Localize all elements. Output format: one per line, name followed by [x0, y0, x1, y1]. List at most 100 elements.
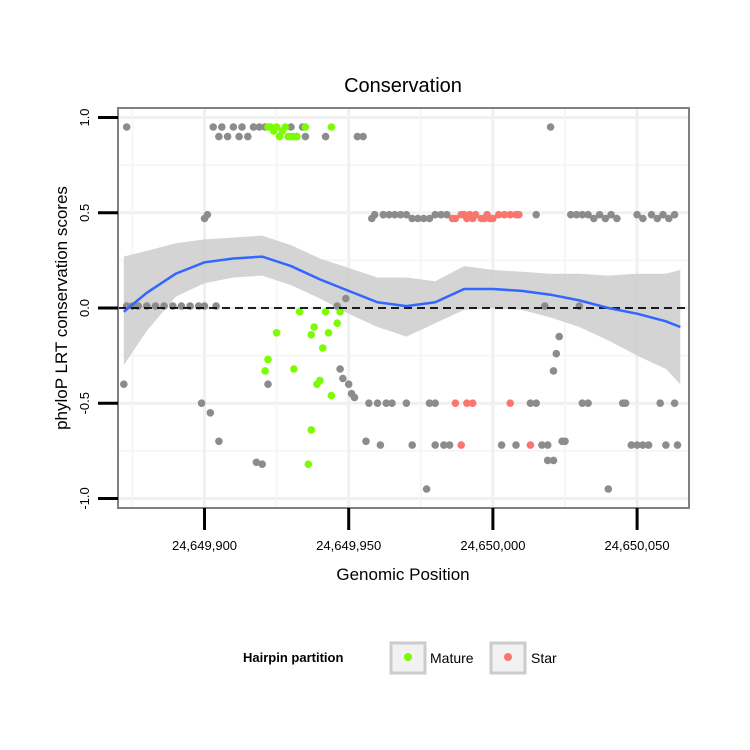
data-point-other: [549, 456, 558, 465]
y-tick-label: 0.0: [77, 299, 92, 317]
data-point-other: [321, 132, 330, 141]
data-point-other: [209, 123, 217, 131]
data-point-mature: [307, 330, 316, 339]
data-point-mature: [293, 132, 301, 141]
data-point-mature: [275, 132, 284, 141]
data-point-other: [336, 365, 344, 373]
y-axis: -1.0 -0.5 0.0 0.5 1.0: [77, 108, 118, 510]
data-point-other: [408, 214, 417, 223]
data-point-other: [555, 332, 563, 341]
data-point-other: [385, 210, 393, 219]
data-point-star: [515, 210, 523, 219]
data-point-other: [431, 441, 440, 449]
data-point-other: [215, 132, 223, 141]
data-point-star: [457, 441, 466, 449]
y-tick-label: -1.0: [77, 487, 92, 509]
data-point-other: [396, 210, 405, 219]
series-other: [120, 123, 682, 493]
data-point-other: [255, 123, 264, 131]
data-point-other: [440, 441, 448, 449]
data-point-other: [362, 437, 370, 446]
data-point-other: [252, 458, 261, 467]
data-point-mature: [307, 426, 316, 434]
data-point-mature: [290, 365, 298, 373]
data-point-other: [572, 210, 581, 219]
data-point-other: [391, 210, 399, 219]
data-point-other: [238, 123, 246, 131]
data-point-other: [656, 399, 664, 408]
data-point-other: [578, 399, 587, 408]
data-point-other: [538, 441, 546, 449]
data-point-other: [578, 210, 587, 219]
legend-title: Hairpin partition: [243, 650, 343, 665]
data-point-mature: [272, 329, 281, 337]
data-point-mature: [272, 123, 281, 131]
data-point-other: [445, 441, 454, 449]
data-point-other: [342, 294, 350, 303]
data-point-other: [584, 210, 592, 219]
data-point-other: [382, 399, 391, 408]
data-point-other: [526, 399, 535, 408]
data-point-other: [532, 210, 540, 219]
data-point-star: [489, 214, 497, 223]
data-point-mature: [281, 123, 290, 131]
data-point-star: [451, 214, 460, 223]
data-point-star: [506, 399, 514, 408]
data-point-other: [258, 460, 267, 469]
data-point-star: [526, 441, 535, 449]
data-point-other: [595, 210, 604, 219]
data-point-other: [370, 210, 379, 219]
data-point-other: [350, 393, 359, 402]
data-point-mature: [324, 329, 333, 337]
data-point-mature: [333, 319, 342, 328]
smooth-line-layer: [123, 255, 681, 329]
data-point-other: [373, 399, 382, 408]
data-point-other: [543, 441, 552, 449]
x-axis-label: Genomic Position: [336, 565, 469, 584]
data-point-other: [122, 123, 131, 131]
data-point-other: [546, 123, 555, 131]
legend: Hairpin partition Mature Star: [243, 641, 557, 675]
data-point-other: [621, 399, 630, 408]
data-point-other: [425, 214, 434, 223]
data-point-other: [402, 210, 411, 219]
x-axis: 24,649,900 24,649,950 24,650,000 24,650,050: [172, 508, 670, 553]
data-point-other: [543, 456, 552, 465]
data-point-mature: [295, 308, 304, 316]
data-point-other: [287, 123, 295, 131]
data-point-other: [431, 210, 440, 219]
data-point-other: [665, 214, 673, 223]
y-tick-label: -0.5: [77, 392, 92, 414]
data-point-other: [567, 210, 575, 219]
data-point-other: [215, 437, 223, 446]
data-point-other: [229, 123, 238, 131]
data-point-other: [590, 214, 598, 223]
data-point-other: [653, 214, 662, 223]
data-point-other: [607, 210, 615, 219]
data-point-other: [422, 485, 431, 493]
data-point-other: [365, 399, 373, 408]
data-point-other: [339, 374, 347, 383]
data-point-other: [197, 399, 206, 408]
data-point-other: [120, 380, 128, 389]
data-point-other: [249, 123, 258, 131]
series-star: [448, 210, 535, 449]
data-point-other: [497, 441, 506, 449]
data-point-other: [223, 132, 232, 141]
data-point-other: [561, 437, 569, 446]
confidence-band: [123, 235, 681, 385]
confidence-band-layer: [123, 235, 681, 385]
plot-area: [117, 107, 690, 509]
data-point-other: [541, 302, 549, 310]
data-point-mature: [327, 123, 336, 131]
data-point-other: [353, 132, 362, 141]
data-point-star: [463, 399, 471, 408]
data-point-other: [633, 210, 641, 219]
data-point-other: [379, 210, 388, 219]
data-point-other: [218, 123, 226, 131]
data-point-other: [264, 380, 272, 389]
legend-label-star: Star: [531, 650, 557, 666]
series-mature: [261, 123, 344, 469]
